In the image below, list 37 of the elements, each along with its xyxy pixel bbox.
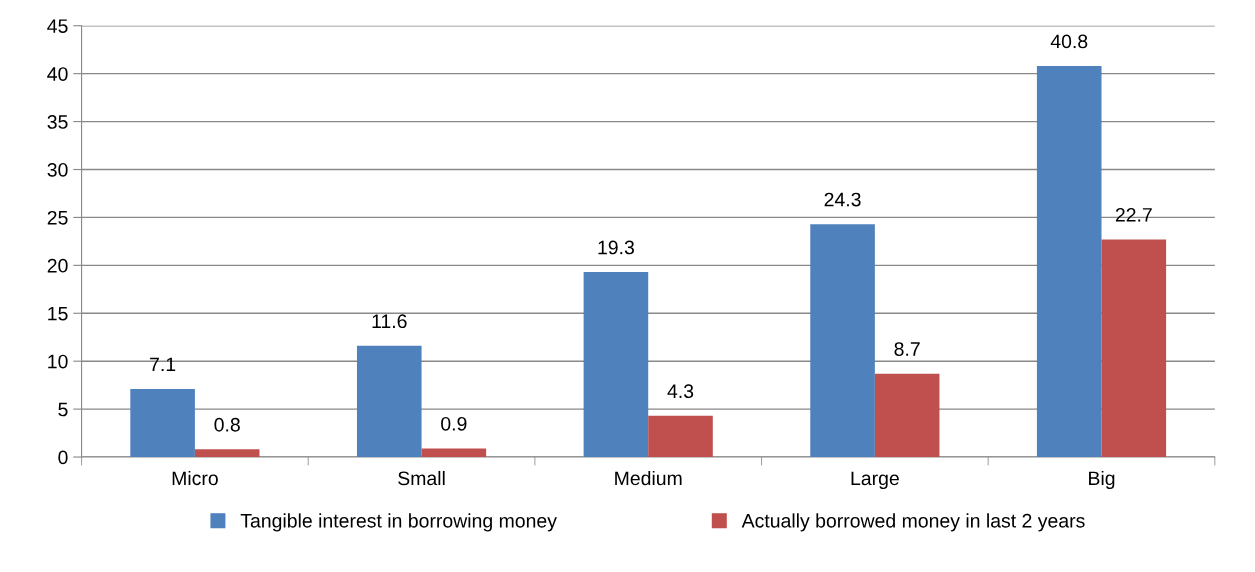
y-tick-label: 0	[58, 450, 68, 465]
bar	[1101, 239, 1167, 458]
data-label: 4.3	[667, 384, 694, 399]
data-label: 0.8	[214, 417, 240, 432]
data-label: 40.8	[1050, 34, 1088, 49]
bar	[421, 448, 487, 458]
x-tick-label: Large	[851, 471, 899, 490]
legend-label: Actually borrowed money in last 2 years	[741, 513, 1085, 532]
y-tick-label: 10	[48, 354, 68, 369]
data-label: 0.9	[441, 416, 467, 431]
bar	[810, 224, 875, 458]
x-tick-label: Medium	[615, 470, 682, 486]
data-label: 24.3	[824, 192, 861, 207]
legend-label: Tangible interest in borrowing money	[240, 513, 557, 532]
x-tick-label: Small	[398, 470, 445, 486]
bar	[194, 449, 260, 458]
data-label: 22.7	[1115, 207, 1152, 222]
bar	[356, 345, 422, 458]
y-tick-label: 20	[47, 258, 68, 273]
y-tick-label: 40	[47, 67, 68, 81]
y-tick-label: 35	[47, 115, 68, 129]
bar	[648, 415, 713, 458]
x-tick-label: Big	[1089, 470, 1115, 490]
y-tick-label: 30	[47, 162, 68, 177]
data-label: 11.6	[372, 314, 407, 329]
y-tick-label: 25	[47, 210, 68, 225]
x-tick-label: Micro	[172, 470, 218, 486]
y-tick-label: 5	[58, 402, 68, 417]
data-label: 8.7	[894, 342, 920, 356]
bar	[130, 388, 195, 458]
bar	[1036, 65, 1102, 458]
bar	[874, 373, 940, 458]
y-tick-label: 45	[47, 19, 68, 33]
data-label: 7.1	[150, 357, 176, 372]
bar	[583, 272, 649, 458]
y-tick-label: 15	[48, 306, 68, 321]
data-label: 19.3	[598, 240, 634, 255]
